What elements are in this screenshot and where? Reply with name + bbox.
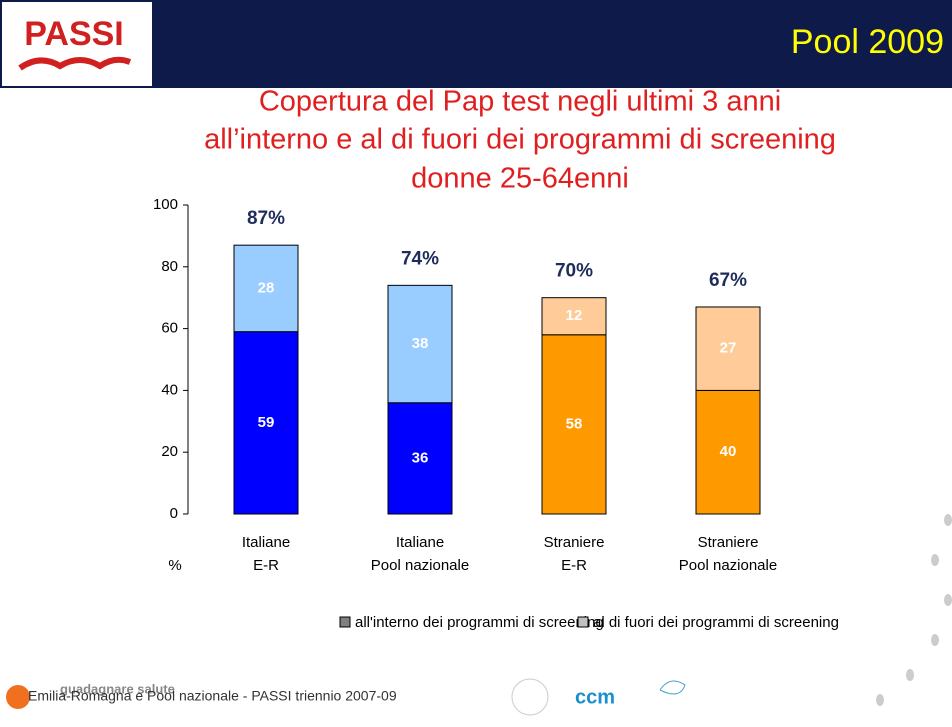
total-label: 70% bbox=[555, 261, 593, 282]
y-tick-label: 20 bbox=[161, 443, 178, 460]
footer-logo bbox=[659, 680, 686, 695]
brand: guadagnare salute bbox=[60, 681, 175, 696]
bar-segment bbox=[695, 306, 761, 391]
value-label: 59 bbox=[258, 414, 275, 431]
bar-segment bbox=[387, 284, 453, 404]
bar-segment bbox=[233, 331, 299, 515]
total-label: 67% bbox=[709, 270, 747, 291]
bar-segment bbox=[695, 389, 761, 515]
y-tick-label: 80 bbox=[161, 258, 178, 275]
value-label: 28 bbox=[258, 279, 275, 296]
value-label: 27 bbox=[720, 340, 737, 357]
x-tick-label: Italiane bbox=[242, 534, 290, 551]
legend-swatch bbox=[577, 616, 589, 628]
ccm-logo: ccm bbox=[575, 686, 615, 708]
chart-title: donne 25-64enni bbox=[411, 163, 629, 195]
plot: 0 20 40 60 80 100 59 28 87% Italiane E-R 36 38 74% Ita… bbox=[153, 196, 777, 574]
footprints bbox=[876, 514, 952, 706]
y-tick-label: 100 bbox=[153, 196, 178, 213]
x-tick-label: Pool nazionale bbox=[679, 557, 777, 574]
bar-segment bbox=[541, 297, 607, 336]
value-label: 40 bbox=[720, 443, 737, 460]
x-tick-label: E-R bbox=[253, 557, 279, 574]
x-tick-label: Straniere bbox=[544, 534, 605, 551]
legend-label: al di fuori dei programmi di screening bbox=[593, 614, 839, 631]
chart-title: all’interno e al di fuori dei programmi … bbox=[204, 124, 836, 156]
legend: all'interno dei programmi di screeningal… bbox=[339, 614, 839, 631]
total-label: 74% bbox=[401, 248, 439, 269]
y-axis-label: % bbox=[168, 557, 181, 574]
logo: PASSI bbox=[24, 15, 124, 53]
legend-label: all'interno dei programmi di screening bbox=[355, 614, 604, 631]
y-tick-label: 0 bbox=[170, 505, 178, 522]
x-tick-label: Straniere bbox=[698, 534, 759, 551]
value-label: 58 bbox=[566, 415, 583, 432]
value-label: 38 bbox=[412, 335, 429, 352]
x-tick-label: Italiane bbox=[396, 534, 444, 551]
legend-swatch bbox=[339, 616, 351, 628]
y-tick-label: 60 bbox=[161, 320, 178, 337]
brand-icon bbox=[6, 685, 30, 709]
chart-title: Copertura del Pap test negli ultimi 3 an… bbox=[259, 86, 781, 118]
footer-text: Emilia-Romagna e Pool nazionale - PASSI … bbox=[28, 688, 397, 704]
bar-segment bbox=[541, 334, 607, 515]
logo-box bbox=[2, 2, 152, 86]
logo-swoosh bbox=[18, 56, 132, 71]
value-label: 36 bbox=[412, 449, 429, 466]
footer-emblem bbox=[511, 678, 549, 716]
header-title: Pool 2009 bbox=[791, 23, 944, 61]
total-label: 87% bbox=[247, 208, 285, 229]
bar-segment bbox=[387, 402, 453, 515]
x-tick-label: Pool nazionale bbox=[371, 557, 469, 574]
y-tick-label: 40 bbox=[161, 381, 178, 398]
bar-segment bbox=[233, 244, 299, 333]
value-label: 12 bbox=[566, 307, 583, 324]
x-tick-label: E-R bbox=[561, 557, 587, 574]
header-bar bbox=[0, 0, 952, 88]
